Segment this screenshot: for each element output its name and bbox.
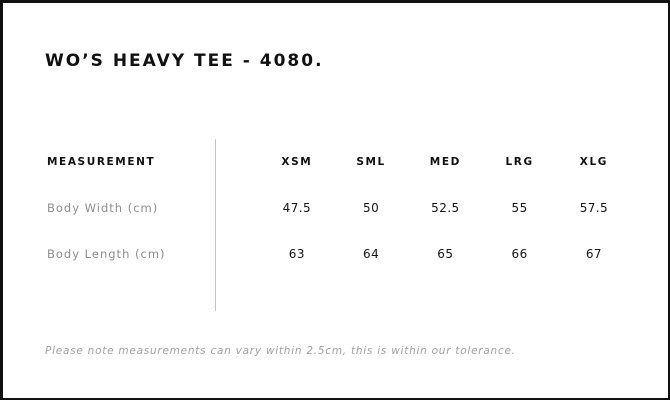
table-row: Body Width (cm) 47.5 50 52.5 55 57.5: [45, 185, 631, 231]
row-label-body-width: Body Width (cm): [47, 201, 159, 215]
column-header-measurement: MEASUREMENT: [47, 156, 156, 168]
column-header-med: MED: [429, 156, 461, 168]
tolerance-note: Please note measurements can vary within…: [45, 345, 516, 357]
cell-body-width-med: 52.5: [431, 201, 460, 215]
cell-body-length-sml: 64: [363, 247, 380, 261]
column-header-xsm: XSM: [281, 156, 313, 168]
cell-body-width-lrg: 55: [511, 201, 528, 215]
cell-body-length-xsm: 63: [288, 247, 305, 261]
size-table: MEASUREMENT XSM SML MED LRG XLG Body Wid…: [45, 139, 631, 277]
column-header-xlg: XLG: [579, 156, 608, 168]
column-header-sml: SML: [356, 156, 386, 168]
row-label-body-length: Body Length (cm): [47, 247, 166, 261]
cell-body-length-xlg: 67: [585, 247, 602, 261]
cell-body-length-lrg: 66: [511, 247, 528, 261]
size-table-container: MEASUREMENT XSM SML MED LRG XLG Body Wid…: [45, 139, 631, 311]
table-header-row: MEASUREMENT XSM SML MED LRG XLG: [45, 139, 631, 185]
page-title: WO’S HEAVY TEE - 4080.: [45, 51, 324, 71]
cell-body-length-med: 65: [437, 247, 454, 261]
table-row: Body Length (cm) 63 64 65 66 67: [45, 231, 631, 277]
cell-body-width-xlg: 57.5: [579, 201, 609, 215]
column-divider: [215, 139, 216, 311]
column-header-lrg: LRG: [505, 156, 534, 168]
cell-body-width-xsm: 47.5: [282, 201, 311, 215]
cell-body-width-sml: 50: [363, 201, 380, 215]
